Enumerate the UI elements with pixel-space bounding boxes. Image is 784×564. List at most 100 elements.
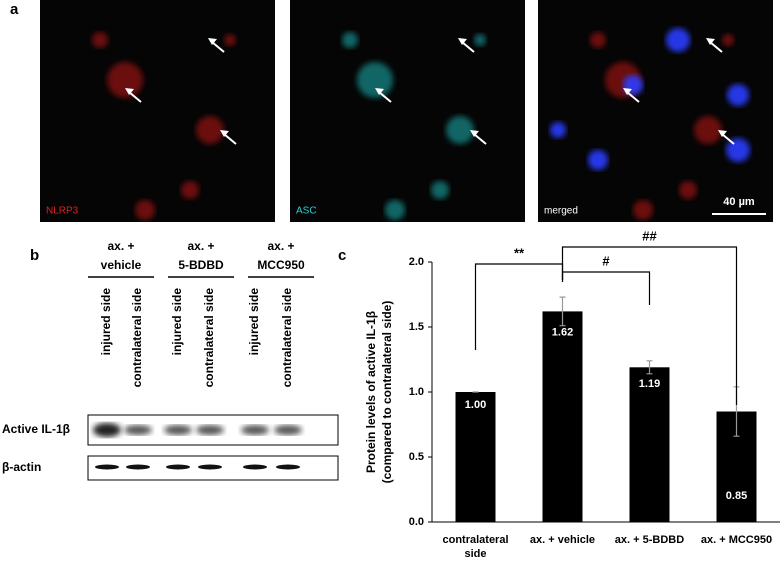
significance-bracket xyxy=(561,246,738,405)
band xyxy=(198,464,222,470)
signal xyxy=(181,181,199,199)
arrow-head xyxy=(220,130,229,137)
blot-row-label: Active IL-1β xyxy=(2,422,70,436)
nucleus xyxy=(588,150,608,170)
image-label: merged xyxy=(544,206,578,217)
signal xyxy=(196,116,224,144)
band xyxy=(93,423,121,437)
band xyxy=(166,464,190,470)
arrow xyxy=(378,91,392,103)
arrow-head xyxy=(375,88,384,95)
blot-row-label: β-actin xyxy=(2,460,41,474)
arrow-head xyxy=(623,88,632,95)
arrow xyxy=(626,91,640,103)
arrow xyxy=(223,133,237,145)
signal xyxy=(342,32,358,48)
lane-label: injured side xyxy=(247,288,261,356)
y-tick-label: 0.0 xyxy=(409,516,424,528)
signal xyxy=(431,181,449,199)
significance-bracket xyxy=(561,271,651,305)
lane-label: contralateral side xyxy=(202,288,216,388)
lane-label: contralateral side xyxy=(280,288,294,388)
arrow xyxy=(709,41,723,53)
group-label: ax. + xyxy=(187,239,214,253)
micrograph xyxy=(538,0,773,222)
nucleus xyxy=(727,84,749,106)
micrograph xyxy=(290,0,525,222)
image-label: ASC xyxy=(296,206,317,217)
y-tick-label: 1.0 xyxy=(409,386,424,398)
nucleus xyxy=(550,122,566,138)
group-label: vehicle xyxy=(101,258,142,272)
band xyxy=(276,464,300,470)
arrow-head xyxy=(125,88,134,95)
image-label: NLRP3 xyxy=(46,206,79,217)
value-label: 1.62 xyxy=(552,326,573,338)
band xyxy=(126,464,150,470)
arrow-head xyxy=(458,38,467,45)
signal xyxy=(474,34,486,46)
micrograph xyxy=(40,0,275,222)
y-axis-label: Protein levels of active IL-1β xyxy=(364,311,378,473)
x-tick-label: ax. + vehicle xyxy=(529,534,596,546)
arrow-head xyxy=(208,38,217,45)
signal xyxy=(590,32,606,48)
significance-mark: # xyxy=(602,253,610,268)
signal xyxy=(633,200,653,220)
arrow xyxy=(461,41,475,53)
bar xyxy=(629,367,670,522)
arrow xyxy=(473,133,487,145)
band xyxy=(196,425,224,435)
signal xyxy=(446,116,474,144)
band xyxy=(241,425,269,435)
group-label: MCC950 xyxy=(257,258,305,272)
lane-label: injured side xyxy=(99,288,113,356)
group-label: ax. + xyxy=(267,239,294,253)
signal xyxy=(92,32,108,48)
band xyxy=(274,425,302,435)
signal xyxy=(135,200,155,220)
x-tick-label: contralateral side xyxy=(442,534,509,560)
band xyxy=(95,464,119,470)
band xyxy=(124,425,152,435)
signal xyxy=(679,181,697,199)
nucleus xyxy=(666,28,690,52)
significance-mark: ## xyxy=(642,228,657,243)
x-tick-label: ax. + 5-BDBD xyxy=(614,534,685,546)
group-label: ax. + xyxy=(107,239,134,253)
significance-mark: ** xyxy=(514,245,525,260)
band xyxy=(164,425,192,435)
group-label: 5-BDBD xyxy=(178,258,224,272)
y-tick-label: 2.0 xyxy=(409,256,424,268)
y-tick-label: 1.5 xyxy=(409,321,424,333)
bar xyxy=(455,392,496,522)
signal xyxy=(357,62,393,98)
value-label: 0.85 xyxy=(726,490,747,502)
scale-bar-label: 40 µm xyxy=(723,196,755,208)
nucleus xyxy=(726,138,750,162)
signal xyxy=(385,200,405,220)
lane-label: contralateral side xyxy=(130,288,144,388)
y-tick-label: 0.5 xyxy=(409,451,424,463)
error-bar xyxy=(646,360,653,375)
arrow xyxy=(211,41,225,53)
arrow xyxy=(721,133,735,145)
signal xyxy=(694,116,722,144)
signal xyxy=(107,62,143,98)
value-label: 1.19 xyxy=(639,378,660,390)
value-label: 1.00 xyxy=(465,399,486,411)
error-bar xyxy=(559,296,566,327)
arrow xyxy=(128,91,142,103)
x-tick-label: ax. + MCC950 xyxy=(700,534,773,546)
blot-frame xyxy=(87,414,339,446)
lane-label: injured side xyxy=(170,288,184,356)
panel-label: a xyxy=(10,1,19,18)
arrow-head xyxy=(470,130,479,137)
blot-frame xyxy=(87,455,339,481)
panel-label: b xyxy=(30,247,39,264)
signal xyxy=(224,34,236,46)
panel-label: c xyxy=(338,247,346,264)
bar xyxy=(542,311,583,522)
